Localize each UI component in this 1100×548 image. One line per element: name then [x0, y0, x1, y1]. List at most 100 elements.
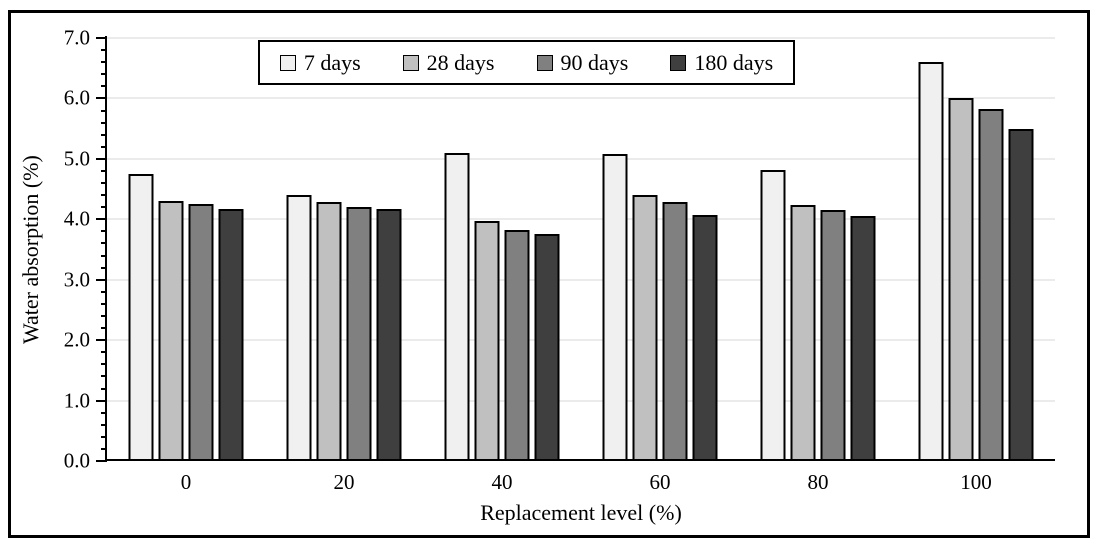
- gridline: [107, 37, 1055, 39]
- legend-swatch-icon: [536, 54, 553, 71]
- x-tick-label: 40: [491, 470, 513, 494]
- legend-item: 180 days: [670, 49, 774, 75]
- legend-item: 90 days: [536, 51, 628, 74]
- bar-28-days: [790, 205, 816, 461]
- y-major-tick: [96, 399, 107, 402]
- y-tick-label: 6.0: [63, 85, 90, 110]
- y-minor-tick: [101, 169, 107, 172]
- y-major-tick: [96, 460, 107, 462]
- gridline: [107, 339, 1055, 342]
- y-minor-tick: [101, 254, 107, 257]
- bar-7-days: [918, 62, 944, 461]
- y-axis-line: [105, 36, 107, 461]
- y-minor-tick: [101, 230, 107, 233]
- bar-7-days: [286, 195, 312, 461]
- y-minor-tick: [101, 242, 107, 245]
- y-minor-tick: [101, 351, 107, 354]
- legend-swatch-icon: [402, 54, 419, 71]
- legend: 7 days 28 days 90 days 180 days: [258, 40, 795, 85]
- y-tick-label: 1.0: [63, 388, 90, 413]
- y-minor-tick: [101, 182, 107, 185]
- y-minor-tick: [101, 194, 107, 197]
- bar-group-80: [760, 38, 876, 461]
- x-tick-label: 60: [649, 470, 671, 494]
- y-minor-tick: [101, 327, 107, 330]
- y-minor-tick: [101, 206, 107, 209]
- y-minor-tick: [101, 266, 107, 269]
- y-major-tick: [96, 278, 107, 281]
- x-tick-label: 0: [180, 470, 192, 494]
- bar-180-days: [376, 209, 402, 461]
- bar-28-days: [158, 201, 184, 461]
- bar-90-days: [978, 108, 1004, 461]
- bar-28-days: [632, 195, 658, 461]
- y-tick-label-layer: 0.0 1.0 2.0 3.0 4.0 5.0 6.0 7.0: [40, 27, 90, 471]
- legend-item: 28 days: [402, 49, 495, 75]
- gridline: [107, 278, 1055, 281]
- y-minor-tick: [101, 375, 107, 378]
- y-tick-layer: [96, 37, 107, 462]
- y-minor-tick: [101, 121, 107, 124]
- bar-28-days: [316, 202, 342, 461]
- y-major-tick: [96, 339, 107, 342]
- bar-90-days: [188, 204, 214, 461]
- y-minor-tick: [101, 85, 107, 88]
- x-tick-label-layer: 0 20 40 60 80 100: [107, 472, 1055, 500]
- y-tick-label: 2.0: [63, 327, 90, 352]
- y-minor-tick: [101, 49, 107, 52]
- y-minor-tick: [101, 411, 107, 414]
- y-minor-tick: [101, 73, 107, 76]
- bar-group-0: [128, 38, 244, 461]
- bar-180-days: [1008, 128, 1034, 461]
- y-tick-label: 0.0: [63, 448, 90, 473]
- bar-180-days: [534, 233, 560, 461]
- gridline: [107, 218, 1055, 221]
- gridline: [107, 157, 1055, 160]
- bar-90-days: [662, 202, 688, 461]
- bar-group-40: [444, 38, 560, 461]
- bar-7-days: [444, 152, 470, 461]
- legend-label: 28 days: [426, 49, 495, 75]
- legend-swatch-icon: [279, 54, 296, 71]
- bar-group-60: [602, 38, 718, 461]
- bar-7-days: [602, 154, 628, 461]
- x-tick-label: 20: [333, 470, 355, 494]
- y-minor-tick: [101, 314, 107, 317]
- bar-90-days: [504, 229, 530, 461]
- bar-7-days: [128, 173, 154, 461]
- y-major-tick: [96, 218, 107, 221]
- y-tick-label: 4.0: [63, 206, 90, 231]
- x-axis-title: Replacement level (%): [480, 500, 682, 525]
- bar-layer: [107, 38, 1055, 461]
- bar-180-days: [218, 209, 244, 461]
- legend-swatch-icon: [670, 54, 687, 71]
- x-axis-line: [105, 459, 1055, 461]
- bar-7-days: [760, 169, 786, 461]
- bar-28-days: [474, 221, 500, 461]
- y-major-tick: [96, 97, 107, 100]
- plot-area: [107, 37, 1055, 461]
- legend-label: 7 days: [303, 49, 361, 75]
- y-tick-label: 5.0: [63, 146, 90, 171]
- y-minor-tick: [101, 363, 107, 366]
- y-major-tick: [96, 37, 107, 39]
- bar-group-100: [918, 38, 1034, 461]
- y-minor-tick: [101, 109, 107, 112]
- x-tick-label: 80: [807, 470, 829, 494]
- y-minor-tick: [101, 387, 107, 390]
- bar-28-days: [948, 98, 974, 461]
- y-minor-tick: [101, 435, 107, 438]
- legend-label: 180 days: [694, 49, 774, 75]
- legend-item: 7 days: [279, 49, 361, 75]
- x-tick-label: 100: [960, 470, 992, 494]
- y-minor-tick: [101, 423, 107, 426]
- y-minor-tick: [101, 290, 107, 293]
- y-minor-tick: [101, 61, 107, 64]
- y-minor-tick: [101, 145, 107, 148]
- gridline: [107, 97, 1055, 100]
- y-minor-tick: [101, 447, 107, 450]
- y-tick-label: 3.0: [63, 267, 90, 292]
- gridline: [107, 399, 1055, 402]
- y-minor-tick: [101, 133, 107, 136]
